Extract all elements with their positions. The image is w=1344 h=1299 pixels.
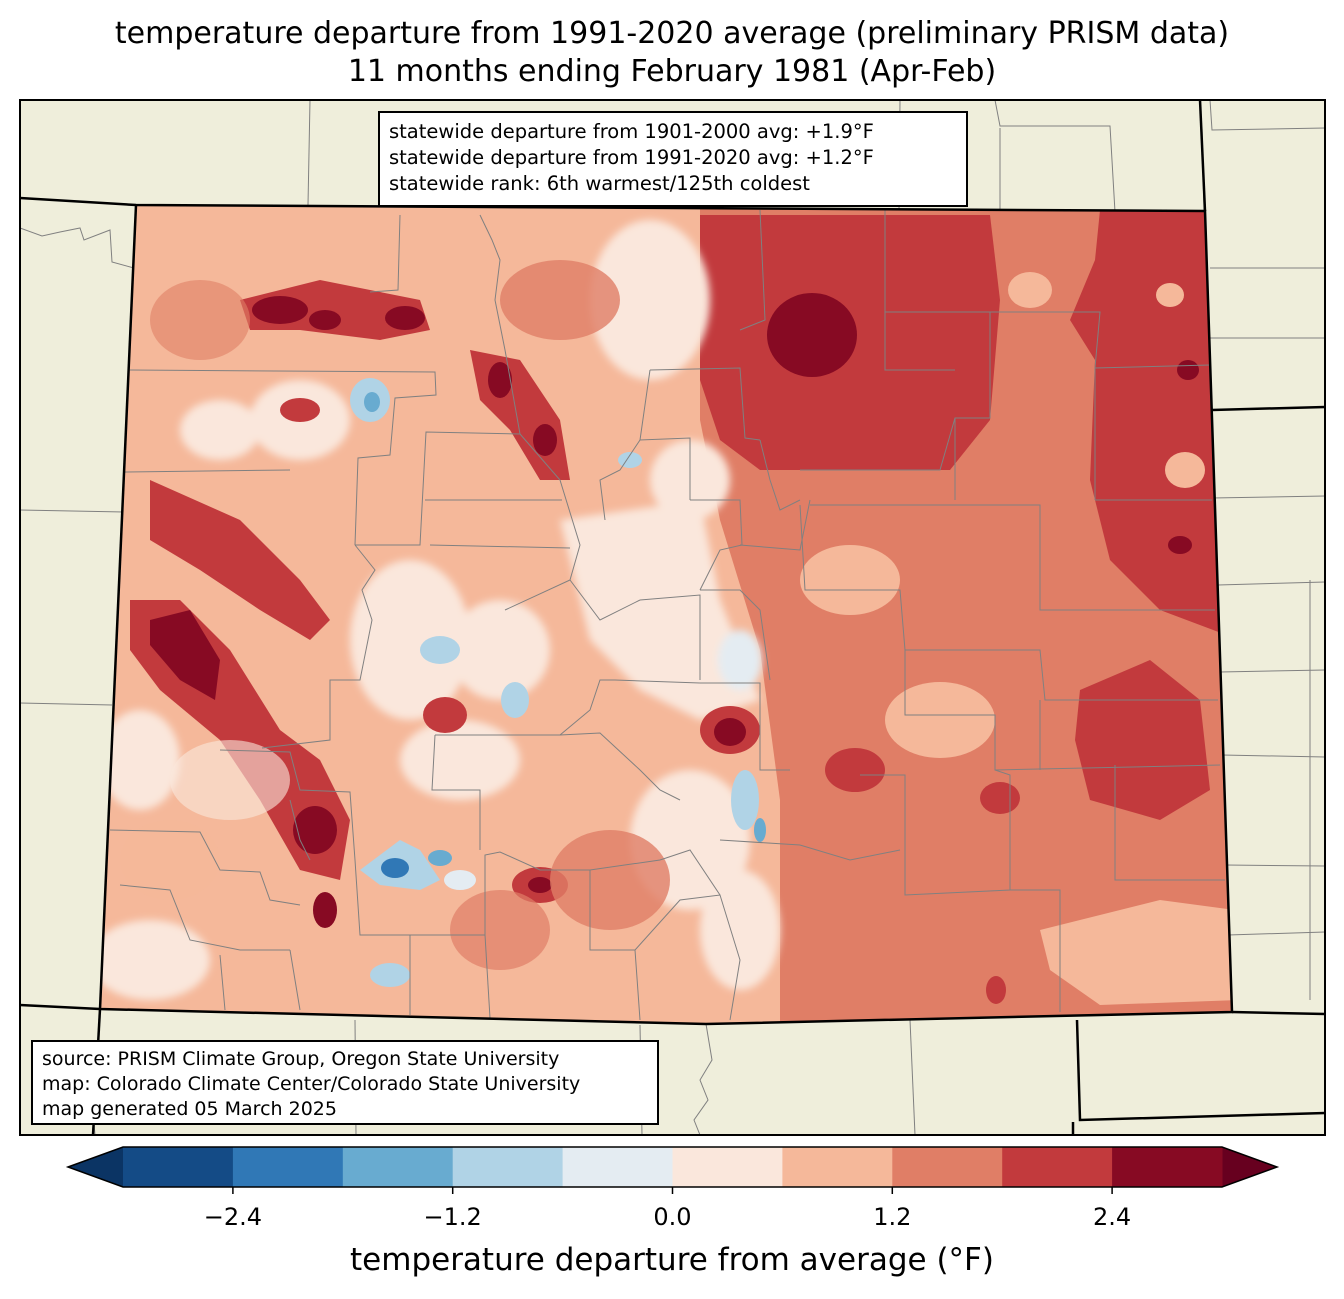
map-title-line-2: 11 months ending February 1981 (Apr-Feb) [347,54,997,89]
stats-rank: statewide rank: 6th warmest/125th coldes… [389,172,810,195]
map-title-line-1: temperature departure from 1991-2020 ave… [114,16,1230,51]
colorbar-label: temperature departure from average (°F) [350,1242,994,1278]
colorbar-bin [123,1147,234,1187]
colorbar-bin [672,1147,783,1187]
credits-map: map: Colorado Climate Center/Colorado St… [42,1073,581,1095]
stats-1901-2000-departure: statewide departure from 1901-2000 avg: … [389,120,874,143]
colorbar-tick-label: 1.2 [873,1203,912,1231]
statewide-stats-box: statewide departure from 1901-2000 avg: … [378,111,968,207]
map-frame-border [19,99,1326,1136]
colorbar-outline [65,1146,1280,1188]
colorado-county-lines [109,209,1225,1021]
colorbar-tick-label: −2.4 [203,1203,263,1231]
colorbar-under-arrow [68,1147,123,1187]
colorbar-bin [892,1147,1003,1187]
credits-source: source: PRISM Climate Group, Oregon Stat… [42,1048,560,1070]
colorbar-over-arrow [1222,1147,1277,1187]
colorbar-bin [1002,1147,1113,1187]
colorbar-bin [562,1147,673,1187]
colorbar-bin [1112,1147,1223,1187]
colorbar-bin [452,1147,564,1187]
colorbar-bin [782,1147,893,1187]
temperature-field [100,205,1232,1024]
colorbar-tick-label: −1.2 [423,1203,482,1231]
colorbar-bin [232,1147,344,1187]
colorbar-tick-label: 2.4 [1093,1203,1132,1231]
credits-generated: map generated 05 March 2025 [42,1098,337,1120]
colorbar-bin [342,1147,454,1187]
credits-box: source: PRISM Climate Group, Oregon Stat… [31,1040,659,1125]
stats-1991-2020-departure: statewide departure from 1991-2020 avg: … [389,146,874,169]
colorbar-tick-label: 0.0 [653,1203,692,1231]
